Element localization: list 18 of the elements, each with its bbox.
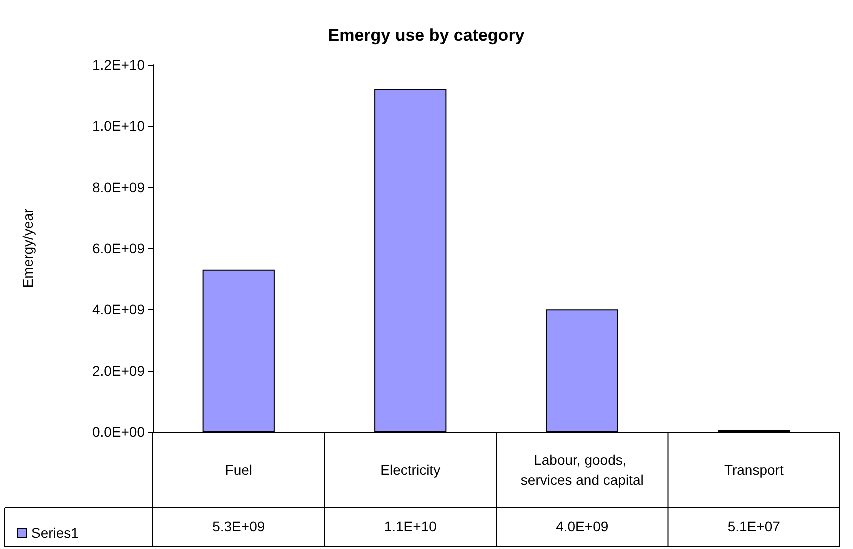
x-tick-label: Transport [724,462,784,478]
y-tick-label: 4.0E+09 [92,302,146,318]
y-tick-label: 1.0E+10 [92,118,146,134]
y-tick-label: 6.0E+09 [92,240,146,256]
data-label: 1.1E+10 [384,518,438,535]
data-label: 5.1E+07 [728,518,781,535]
data-label: 5.3E+09 [212,518,266,535]
y-tick-label: 0.0E+00 [92,424,146,440]
x-tick-label: Fuel [225,462,252,478]
y-axis-title: Emergy/year [20,208,36,288]
y-tick-label: 2.0E+09 [92,362,146,379]
x-tick-label: Electricity [380,462,441,478]
chart-title: Emergy use by category [328,26,526,45]
y-tick-label: 1.2E+10 [92,57,146,73]
legend-label: Series1 [32,525,80,541]
y-tick-label: 8.0E+09 [92,179,146,196]
x-tick-label: Labour, goods, services and capital [520,452,644,488]
data-label: 4.0E+09 [556,518,609,535]
